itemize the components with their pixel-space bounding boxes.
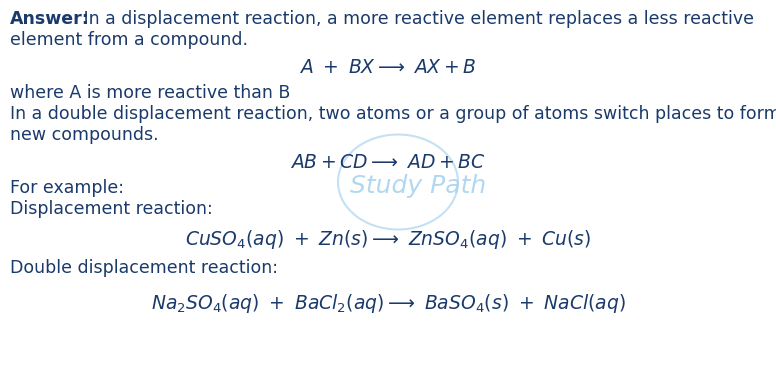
Text: $Na_2SO_4(aq) \ + \ BaCl_2(aq) \longrightarrow \ BaSO_4(s) \ + \ NaCl(aq)$: $Na_2SO_4(aq) \ + \ BaCl_2(aq) \longrigh…: [151, 292, 625, 315]
Text: new compounds.: new compounds.: [10, 126, 158, 144]
Text: Double displacement reaction:: Double displacement reaction:: [10, 259, 278, 277]
Text: element from a compound.: element from a compound.: [10, 31, 248, 49]
Text: $A \ + \ BX \longrightarrow \ AX + B$: $A \ + \ BX \longrightarrow \ AX + B$: [300, 59, 476, 77]
Text: Displacement reaction:: Displacement reaction:: [10, 200, 213, 218]
Text: where A is more reactive than B: where A is more reactive than B: [10, 84, 290, 102]
Text: Answer:: Answer:: [10, 10, 90, 28]
Text: For example:: For example:: [10, 179, 124, 197]
Text: In a displacement reaction, a more reactive element replaces a less reactive: In a displacement reaction, a more react…: [78, 10, 754, 28]
Text: $CuSO_4(aq) \ + \ Zn(s) \longrightarrow \ ZnSO_4(aq) \ + \ Cu(s)$: $CuSO_4(aq) \ + \ Zn(s) \longrightarrow …: [185, 228, 591, 251]
Text: $AB + CD \longrightarrow \ AD + BC$: $AB + CD \longrightarrow \ AD + BC$: [290, 154, 486, 172]
Text: Study Path: Study Path: [350, 174, 486, 198]
Text: In a double displacement reaction, two atoms or a group of atoms switch places t: In a double displacement reaction, two a…: [10, 105, 776, 123]
